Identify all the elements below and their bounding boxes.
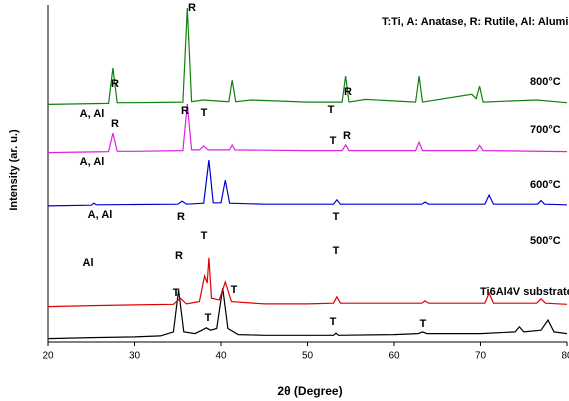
xrd-pattern (47, 104, 568, 154)
x-tick-label: 50 (302, 351, 314, 362)
series-label: 800°C (530, 76, 561, 88)
peak-label: T (173, 287, 180, 299)
peak-label: T (333, 245, 340, 257)
peak-label: R (111, 118, 119, 130)
peak-label: T (333, 211, 340, 223)
xrd-pattern (47, 159, 568, 207)
series-label: Ti6Al4V substrate (480, 286, 569, 298)
peak-label: T (201, 107, 208, 119)
x-tick-label: 80 (561, 351, 569, 362)
peak-label: T (205, 312, 212, 324)
series-label: 500°C (530, 235, 561, 247)
series-label: 600°C (530, 179, 561, 191)
peak-label: R (175, 250, 183, 262)
xrd-pattern (47, 7, 568, 105)
peak-label: R (177, 211, 185, 223)
peak-label: T (330, 135, 337, 147)
peak-label: T (420, 318, 427, 330)
peak-label: R (181, 105, 189, 117)
peak-label: R (343, 130, 351, 142)
peak-label: T (330, 316, 337, 328)
legend-note: T:Ti, A: Anatase, R: Rutile, Al: Alumina (382, 16, 569, 28)
x-tick-label: 40 (215, 351, 227, 362)
peak-label: R (111, 78, 119, 90)
x-tick-label: 30 (129, 351, 141, 362)
peak-label: T (328, 104, 335, 116)
x-tick-label: 20 (42, 351, 54, 362)
x-axis-label: 2θ (Degree) (277, 384, 342, 398)
x-tick-label: 70 (475, 351, 487, 362)
peak-label: T (201, 230, 208, 242)
xrd-pattern (47, 288, 568, 340)
y-axis-label: Intensity (ar. u.) (8, 129, 20, 211)
peak-label: A, Al (80, 156, 105, 168)
xrd-pattern (47, 257, 568, 308)
x-tick-label: 60 (388, 351, 400, 362)
series-label: 700°C (530, 124, 561, 136)
peak-label: Al (83, 257, 94, 269)
peak-label: R (344, 86, 352, 98)
peak-label: A, Al (88, 209, 113, 221)
peak-label: A, Al (80, 108, 105, 120)
peak-label: T (231, 284, 238, 296)
peak-label: R (188, 2, 196, 14)
